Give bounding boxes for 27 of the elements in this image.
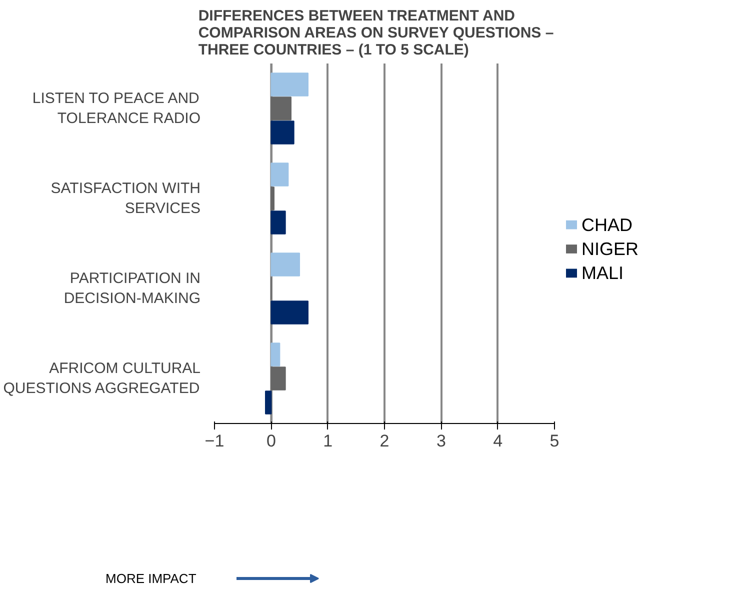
x-tick-label: −1 <box>204 432 224 450</box>
bar <box>270 366 286 390</box>
bar <box>270 210 286 234</box>
bar <box>270 162 289 186</box>
x-tick-label: 1 <box>323 432 333 450</box>
x-tick-label: 3 <box>436 432 446 450</box>
legend-label: NIGER <box>582 239 639 259</box>
text: MORE IMPACT <box>106 571 196 586</box>
bar <box>270 342 280 366</box>
bar <box>270 300 308 324</box>
legend-label: CHAD <box>582 214 633 235</box>
bar <box>270 120 294 144</box>
x-tick-label: 0 <box>266 432 276 450</box>
y-tick-label: SATISFACTION WITH SERVICES <box>50 180 201 218</box>
x-tick-label: 2 <box>380 432 390 450</box>
bar <box>265 390 272 414</box>
y-tick-label: AFRICOM CULTURAL QUESTIONS AGGREGATED <box>3 360 201 398</box>
chart-title: DIFFERENCES BETWEEN TREATMENT AND COMPARISON AREAS ON SURVEY QUESTIONS – THREE COUNTRIES – (1 TO 5 SCALE) <box>198 8 554 58</box>
y-tick-label: LISTEN TO PEACE AND TOLERANCE RADIO <box>32 90 201 128</box>
bar <box>270 96 292 120</box>
y-tick-label: PARTICIPATION IN DECISION-MAKING <box>64 270 201 308</box>
bar <box>270 252 300 276</box>
legend-label: MALI <box>582 263 624 284</box>
x-tick-label: 4 <box>493 432 503 450</box>
bar <box>270 186 274 210</box>
bar <box>270 72 308 96</box>
x-tick-label: 5 <box>550 432 560 450</box>
